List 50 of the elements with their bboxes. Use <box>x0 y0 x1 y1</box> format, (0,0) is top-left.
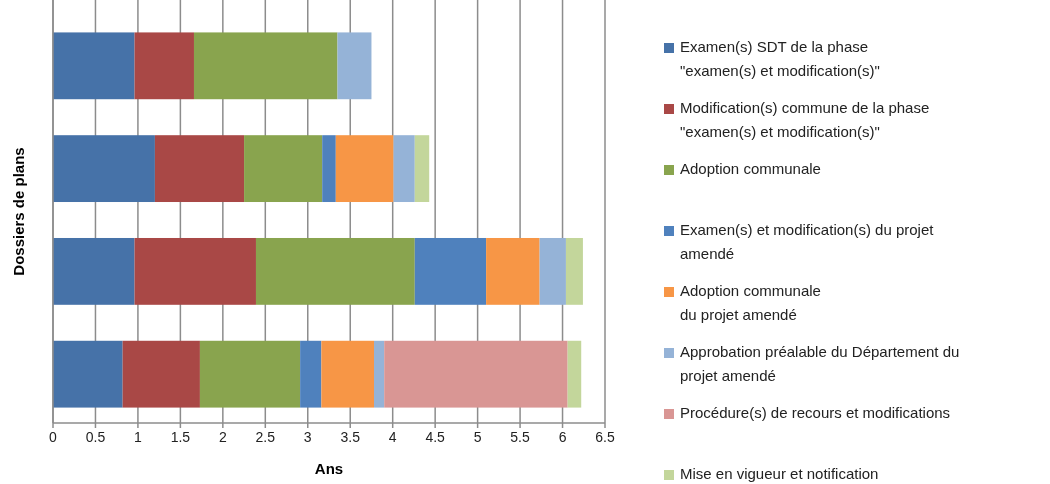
bar <box>321 340 375 408</box>
bar <box>374 340 385 408</box>
x-axis-title: Ans <box>314 460 344 477</box>
bar <box>193 32 338 100</box>
bar <box>337 32 372 100</box>
bar <box>300 340 322 408</box>
legend-label: Approbation préalable du Département du projet amendé <box>680 342 960 384</box>
bar <box>393 135 415 203</box>
legend-label: Adoption communale du projet amendé <box>680 281 821 323</box>
bar <box>539 237 566 305</box>
x-tick-label: 3.5 <box>340 429 361 445</box>
x-tick-label: 4.5 <box>425 429 446 445</box>
bar <box>122 340 200 408</box>
x-tick-label: 0.5 <box>85 429 106 445</box>
bar <box>567 340 582 408</box>
x-tick-label: 5.5 <box>510 429 531 445</box>
x-tick-label: 1.5 <box>170 429 191 445</box>
x-tick-label: 4 <box>388 429 397 445</box>
bar <box>414 237 487 305</box>
x-tick-label: 0 <box>49 429 58 445</box>
bar <box>134 32 194 100</box>
bar <box>244 135 323 203</box>
bar <box>335 135 394 203</box>
bar <box>255 237 415 305</box>
bar <box>53 340 123 408</box>
x-tick-label: 6.5 <box>595 429 615 445</box>
bar <box>199 340 301 408</box>
bar <box>53 135 155 203</box>
legend-label: Adoption communale <box>680 159 821 177</box>
x-tick-label: 1 <box>134 429 143 445</box>
legend-label: Examen(s) et modification(s) du projet amendé <box>680 220 935 262</box>
bar <box>154 135 245 203</box>
legend-label: Examen(s) SDT de la phase "examen(s) et modification(s)" <box>680 37 880 79</box>
x-tick-label: 3 <box>303 429 312 445</box>
x-tick-label: 2 <box>218 429 227 445</box>
bar <box>414 135 430 203</box>
y-axis-title: Dossiers de plans <box>10 147 27 276</box>
bar <box>565 237 583 305</box>
bar <box>322 135 336 203</box>
x-tick-label: 2.5 <box>255 429 276 445</box>
bar <box>53 32 135 100</box>
bar <box>384 340 568 408</box>
bar <box>53 237 135 305</box>
legend-label: Mise en vigueur et notification <box>680 464 879 482</box>
legend-label: Procédure(s) de recours et modifications <box>680 403 951 421</box>
legend-label: Modification(s) commune de la phase "examen(s) et modification(s)" <box>680 98 930 140</box>
x-tick-label: 6 <box>558 429 567 445</box>
bar <box>486 237 540 305</box>
bar <box>134 237 256 305</box>
x-tick-label: 5 <box>473 429 482 445</box>
